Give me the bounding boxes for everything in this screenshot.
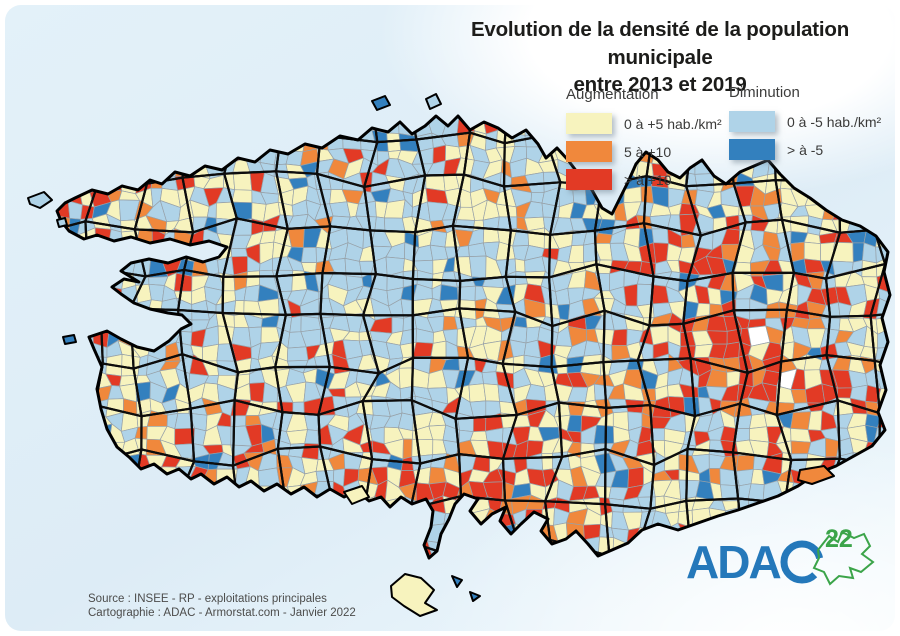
- legend-item-increase-high: > à +10: [566, 169, 722, 190]
- legend-augmentation: Augmentation 0 à +5 hab./km² 5 à +10 > à…: [566, 86, 722, 197]
- swatch-decrease-low: [729, 111, 775, 132]
- legend-label: > à +10: [624, 171, 672, 188]
- legend-augmentation-heading: Augmentation: [566, 86, 659, 103]
- map-credits: Source : INSEE - RP - exploitations prin…: [88, 592, 356, 621]
- legend-label: > à -5: [787, 141, 824, 158]
- source-line: Source : INSEE - RP - exploitations prin…: [88, 593, 327, 605]
- logo-text-ada: ADA: [686, 536, 780, 588]
- legend-label: 0 à -5 hab./km²: [787, 113, 882, 130]
- cartography-line: Cartographie : ADAC - Armorstat.com - Ja…: [88, 607, 356, 620]
- cotes-darmor-outline-icon: [812, 530, 875, 586]
- logo-stylized-c: [780, 540, 824, 584]
- swatch-decrease-high: [729, 139, 775, 160]
- legend-label: 0 à +5 hab./km²: [624, 115, 722, 132]
- legend-item-increase-low: 0 à +5 hab./km²: [566, 113, 722, 134]
- legend-item-decrease-high: > à -5: [729, 139, 881, 160]
- swatch-increase-mid: [566, 141, 612, 162]
- map-title: Evolution de la densité de la population…: [420, 16, 900, 99]
- coastline: [55, 114, 892, 560]
- legend-item-increase-mid: 5 à +10: [566, 141, 722, 162]
- swatch-increase-high: [566, 169, 612, 190]
- map-title-line2: entre 2013 et 2019: [573, 73, 747, 97]
- legend-diminution: Diminution 0 à -5 hab./km² > à -5: [729, 84, 881, 167]
- swatch-increase-low: [566, 113, 612, 134]
- map-title-line1: Evolution de la densité de la population…: [470, 18, 850, 69]
- legend-item-decrease-low: 0 à -5 hab./km²: [729, 111, 881, 132]
- legend-label: 5 à +10: [624, 143, 672, 160]
- legend-diminution-heading: Diminution: [729, 84, 800, 101]
- islands-layer: [27, 93, 835, 617]
- adac-22-logo: ADA 22: [686, 520, 881, 607]
- adac-22-logo-graphic: ADA 22: [686, 525, 875, 588]
